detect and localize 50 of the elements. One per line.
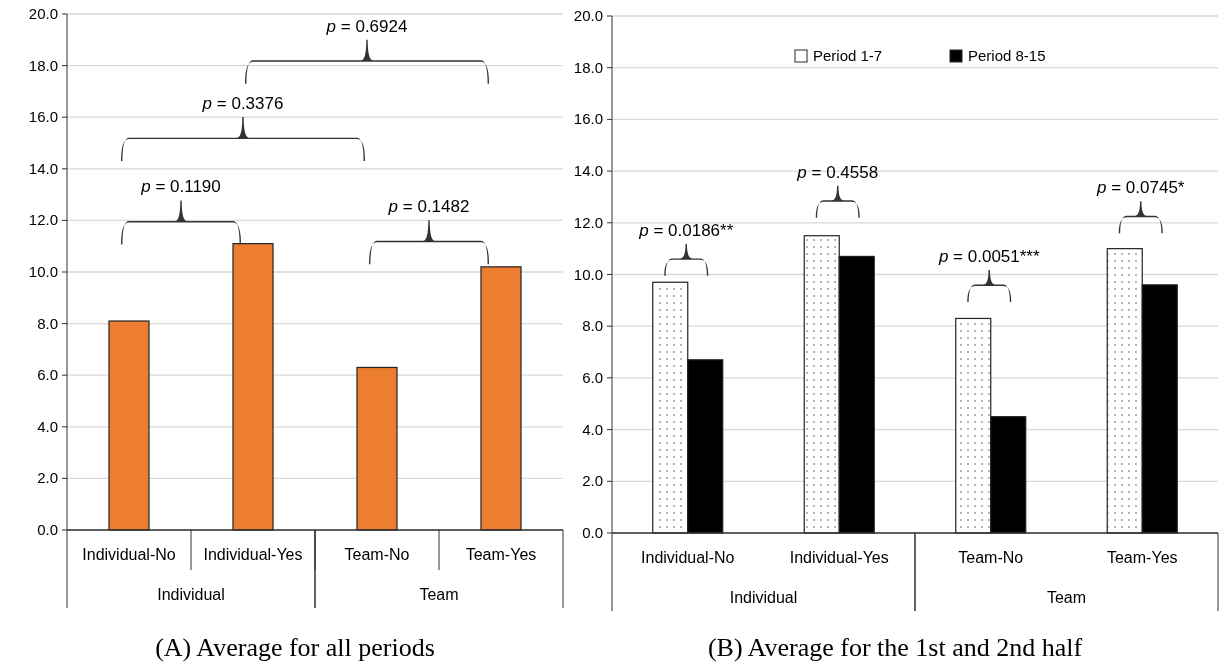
bar <box>480 266 522 531</box>
y-tick-label: 0.0 <box>37 521 58 538</box>
annotation: p = 0.6924 <box>325 16 408 36</box>
x-tick-label: Team-No <box>344 546 410 563</box>
y-tick-label: 14.0 <box>28 159 58 177</box>
y-tick-label: 18.0 <box>28 56 58 74</box>
y-tick-label: 20.0 <box>28 5 58 22</box>
text: (A) Average for all periods <box>155 633 435 662</box>
x-tick-label: Team-Yes <box>465 546 537 563</box>
annotation: p = 0.1482 <box>387 197 470 217</box>
y-tick-label: 10.0 <box>28 263 58 280</box>
y-tick-label: 16.0 <box>28 108 58 126</box>
y-tick-label: 2.0 <box>582 472 603 490</box>
annotation: p = 0.3376 <box>201 94 284 114</box>
y-tick-label: 8.0 <box>582 317 603 335</box>
x-tick-label: Team-No <box>958 549 1024 566</box>
legend-label: Period 1-7 <box>813 47 883 64</box>
bar <box>232 243 274 531</box>
annotation: p = 0.0051*** <box>937 246 1040 266</box>
legend-label: Period 8-15 <box>968 47 1046 64</box>
y-tick-label: 10.0 <box>573 265 603 283</box>
x-tick-label: Individual-No <box>82 546 176 563</box>
y-tick-label: 12.0 <box>28 211 58 229</box>
bar <box>108 320 150 531</box>
y-tick-label: 0.0 <box>582 524 603 541</box>
text: Individual <box>729 589 798 606</box>
text: Individual <box>157 586 225 603</box>
y-tick-label: 16.0 <box>573 110 603 128</box>
x-tick-label: Team-Yes <box>1106 549 1178 566</box>
annotation: p = 0.4558 <box>796 162 879 182</box>
y-tick-label: 6.0 <box>582 368 603 386</box>
y-tick-label: 6.0 <box>37 366 58 384</box>
y-tick-label: 20.0 <box>573 7 603 24</box>
y-tick-label: 18.0 <box>573 58 603 76</box>
text: (B) Average for the 1st and 2nd half <box>707 633 1083 662</box>
y-tick-label: 4.0 <box>582 420 603 438</box>
text: Team <box>419 586 459 603</box>
x-tick-label: Individual-No <box>641 549 735 566</box>
x-tick-label: Individual-Yes <box>789 549 889 566</box>
annotation: p = 0.0745* <box>1096 178 1185 198</box>
y-tick-label: 4.0 <box>37 417 58 435</box>
annotation: p = 0.1190 <box>140 177 221 197</box>
bar <box>356 366 398 531</box>
text: Team <box>1046 589 1087 606</box>
y-tick-label: 12.0 <box>573 213 603 231</box>
y-tick-label: 8.0 <box>37 314 58 332</box>
y-tick-label: 2.0 <box>37 469 58 487</box>
x-tick-label: Individual-Yes <box>203 546 303 563</box>
annotation: p = 0.0186** <box>638 220 734 240</box>
y-tick-label: 14.0 <box>573 162 603 180</box>
